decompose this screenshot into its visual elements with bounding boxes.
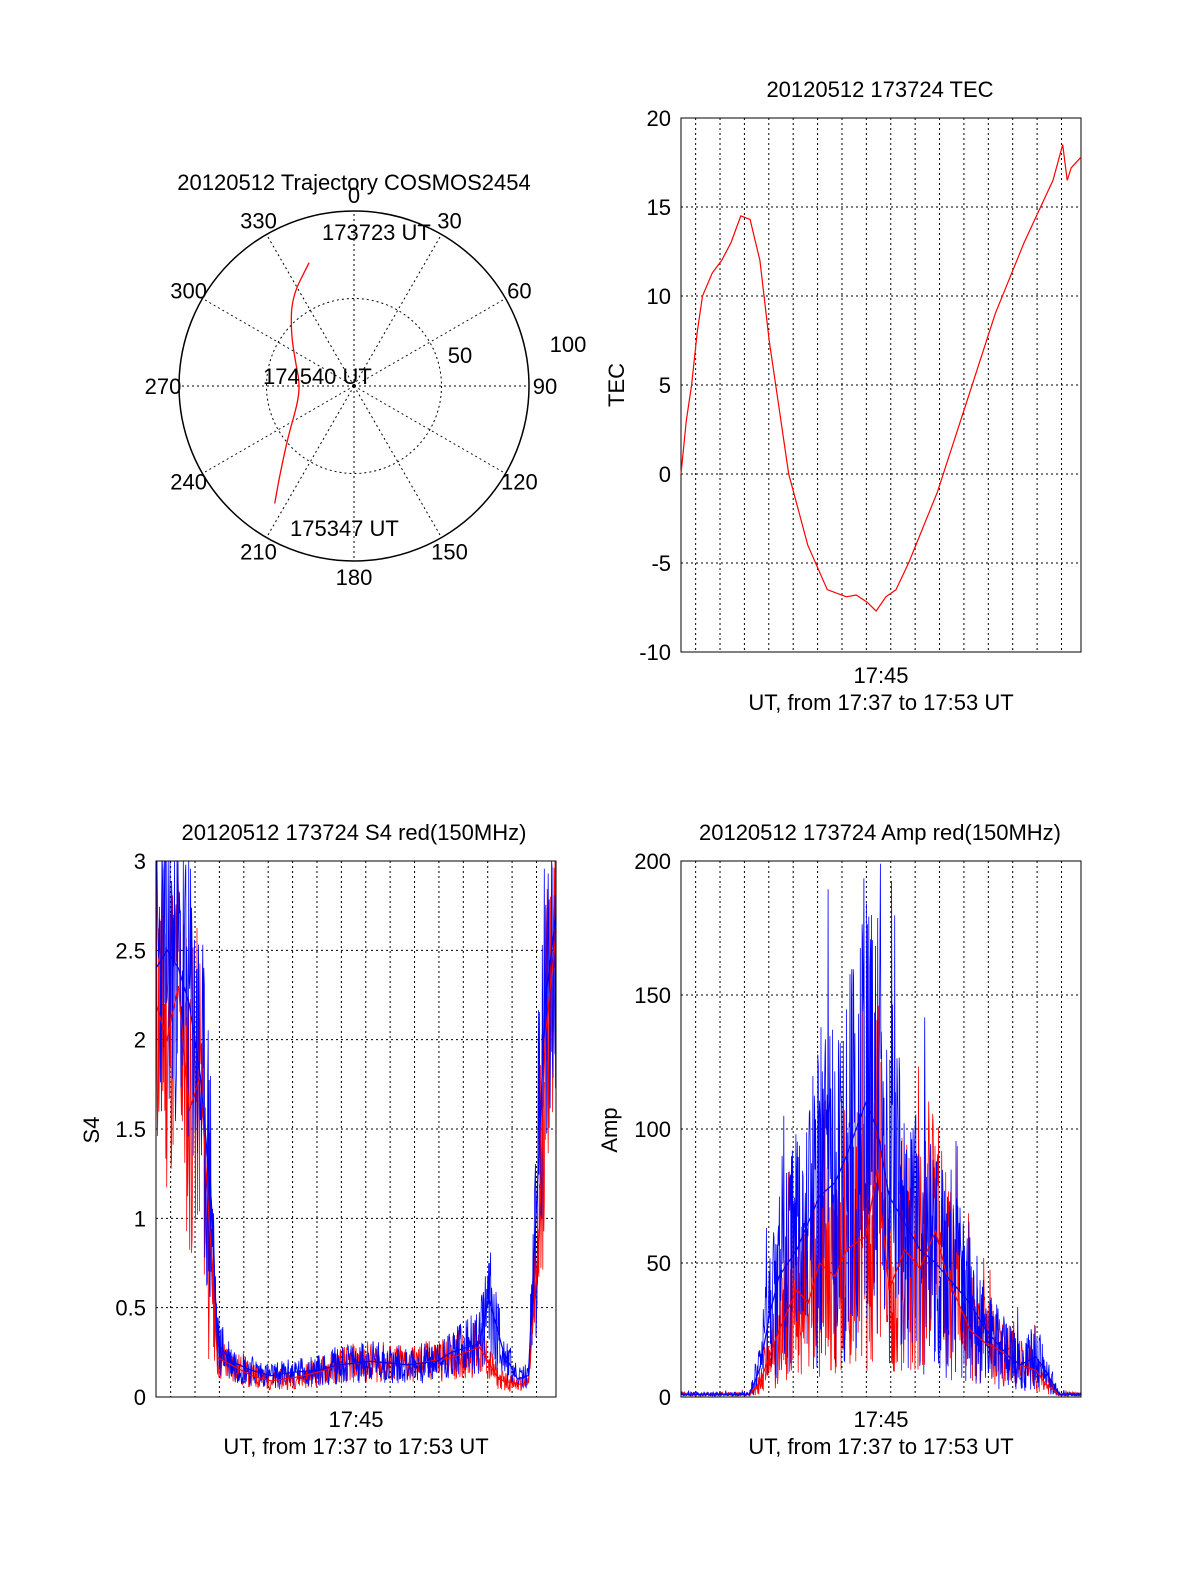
amp-panel: 20120512 173724 Amp red(150MHz) 200 150 10… — [597, 820, 1082, 1459]
trajectory-line — [274, 262, 310, 504]
polar-angle-label-120: 120 — [501, 470, 538, 495]
polar-angle-label-30: 30 — [437, 209, 461, 234]
tec-y-axis-label: TEC — [604, 363, 629, 407]
amp-x-tick-label: 17:45 — [853, 1407, 908, 1432]
s4-x-tick-label: 17:45 — [328, 1407, 383, 1432]
amp-title: 20120512 173724 Amp red(150MHz) — [699, 820, 1061, 845]
polar-ring-50 — [266, 298, 442, 474]
amp-blue-series-line — [681, 1100, 1081, 1395]
amp-noise-traces — [680, 863, 1082, 1398]
s4-y-tick-label-6: 0 — [134, 1385, 146, 1410]
polar-spoke-60 — [353, 298, 506, 387]
s4-panel: 20120512 173724 S4 red(150MHz) 3 2.5 2 1.5 1… — [79, 820, 557, 1459]
s4-title: 20120512 173724 S4 red(150MHz) — [182, 820, 527, 845]
tec-title: 20120512 173724 TEC — [766, 77, 993, 102]
s4-blue-series-line — [155, 914, 557, 1380]
amp-plot-frame — [680, 860, 1082, 1398]
polar-angle-label-210: 210 — [240, 539, 277, 564]
amp-y-tick-label-0: 200 — [634, 849, 671, 874]
polar-angle-label-330: 330 — [240, 209, 277, 234]
amp-y-tick-label-1: 150 — [634, 983, 671, 1008]
amp-blue-noise-trace — [680, 863, 1082, 1398]
tec-y-tick-label-1: 15 — [647, 195, 671, 220]
tec-x-axis-label: UT, from 17:37 to 17:53 UT — [748, 690, 1013, 715]
polar-angle-label-240: 240 — [170, 470, 207, 495]
tec-y-tick-label-3: 5 — [659, 373, 671, 398]
s4-y-tick-label-2: 2 — [134, 1028, 146, 1053]
tec-plot-frame — [680, 117, 1082, 653]
s4-y-tick-label-1: 2.5 — [115, 938, 146, 963]
tec-y-tick-label-2: 10 — [647, 284, 671, 309]
polar-outer-circle — [178, 210, 530, 562]
tec-series-line — [680, 144, 1082, 613]
polar-angle-label-150: 150 — [431, 539, 468, 564]
s4-y-tick-label-5: 0.5 — [115, 1296, 146, 1321]
radius-label-50: 50 — [448, 343, 472, 368]
s4-y-tick-label-0: 3 — [134, 849, 146, 874]
s4-y-tick-label-4: 1 — [134, 1206, 146, 1231]
s4-blue-noise-trace — [155, 860, 557, 1389]
s4-x-axis-label: UT, from 17:37 to 17:53 UT — [223, 1434, 488, 1459]
tec-y-tick-label-0: 20 — [647, 106, 671, 131]
tec-y-tick-label-4: 0 — [659, 462, 671, 487]
polar-spoke-120 — [353, 385, 506, 474]
amp-y-tick-label-2: 100 — [634, 1117, 671, 1142]
trajectory-start-label: 173723 UT — [322, 220, 431, 245]
amp-y-tick-label-4: 0 — [659, 1385, 671, 1410]
polar-spoke-240 — [202, 385, 355, 474]
amp-y-tick-label-3: 50 — [647, 1251, 671, 1276]
polar-spoke-330 — [266, 234, 355, 387]
s4-plot-frame — [155, 860, 557, 1398]
polar-angle-label-60: 60 — [507, 279, 531, 304]
amp-y-axis-label: Amp — [597, 1107, 622, 1152]
s4-y-axis-label: S4 — [79, 1117, 104, 1144]
polar-angle-label-180: 180 — [336, 565, 373, 590]
amp-x-axis-label: UT, from 17:37 to 17:53 UT — [748, 1434, 1013, 1459]
polar-angle-label-300: 300 — [170, 279, 207, 304]
trajectory-title: 20120512 Trajectory COSMOS2454 — [177, 170, 530, 195]
s4-red-series-line — [155, 932, 557, 1386]
polar-angle-label-90: 90 — [533, 374, 557, 399]
polar-spoke-150 — [353, 385, 442, 538]
tec-y-tick-label-5: -5 — [651, 551, 671, 576]
tec-y-tick-label-6: -10 — [639, 640, 671, 665]
trajectory-mid-label: 174540 UT — [263, 364, 372, 389]
polar-spoke-30 — [353, 234, 442, 387]
trajectory-panel: 20120512 Trajectory COSMOS2454 0 30 60 90 12… — [145, 170, 587, 590]
polar-spoke-210 — [266, 385, 355, 538]
polar-angle-label-0: 0 — [348, 183, 360, 208]
tec-x-tick-label: 17:45 — [853, 663, 908, 688]
s4-y-tick-label-3: 1.5 — [115, 1117, 146, 1142]
polar-spoke-300 — [202, 298, 355, 387]
polar-angle-label-270: 270 — [145, 374, 182, 399]
radius-label-100: 100 — [550, 332, 587, 357]
trajectory-end-label: 175347 UT — [290, 516, 399, 541]
